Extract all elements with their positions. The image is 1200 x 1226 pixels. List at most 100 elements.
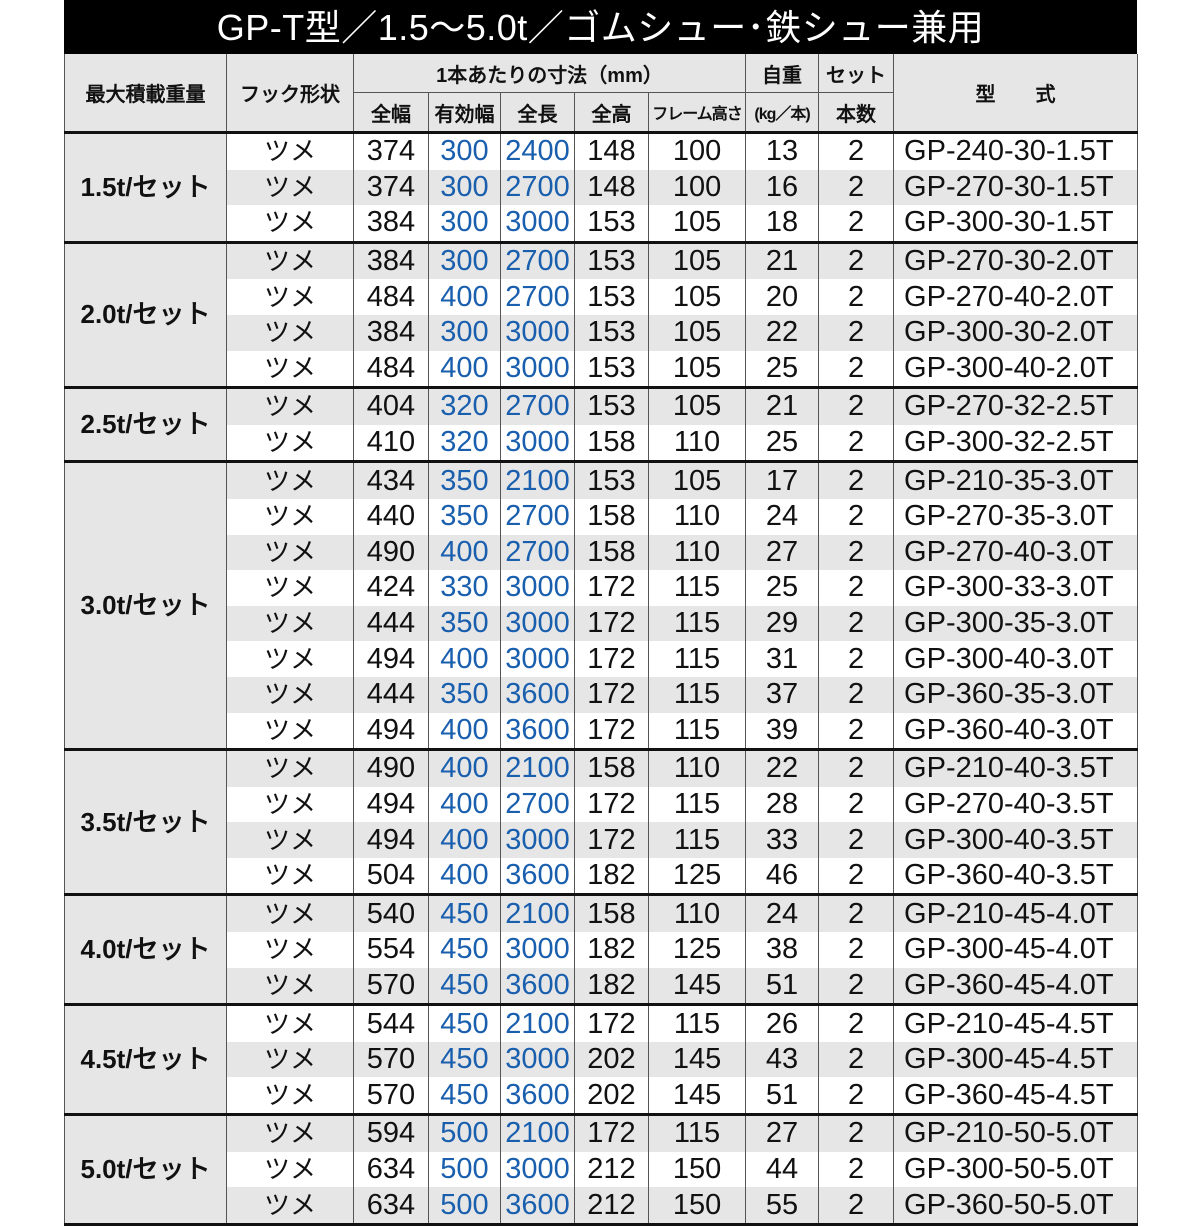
cell-weight: 24: [745, 894, 820, 933]
table-row: ツメ 410 320 3000 158 110 25 2 GP-300-32-2.5T: [65, 424, 1139, 464]
table-row: ツメ 444 350 3000 172 115 29 2 GP-300-35-3.0T: [65, 605, 1139, 642]
table-row: 5.0t/セット ツメ 594 500 2100 172 115 27 2 GP-210-50-5…: [64, 1114, 1139, 1226]
cell-effective-width: 400: [428, 279, 501, 315]
cell-effective-width: 400: [428, 857, 501, 897]
cell-frame-height: 150: [647, 1187, 747, 1226]
cell-height: 172: [574, 786, 649, 823]
cell-weight: 37: [745, 676, 820, 713]
cell-weight: 21: [745, 242, 820, 280]
table-row: ツメ 484 400 2700 153 105 20 2 GP-270-40-2.0T: [65, 279, 1139, 315]
cell-model: GP-300-40-3.5T: [893, 822, 1139, 858]
cell-width: 634: [353, 1187, 429, 1226]
cell-width: 410: [353, 424, 429, 464]
cell-frame-height: 115: [647, 570, 747, 606]
cell-set-count: 2: [818, 1151, 895, 1188]
cell-hook: ツメ: [226, 1187, 354, 1226]
cell-width: 504: [353, 857, 429, 897]
cell-effective-width: 500: [428, 1151, 501, 1188]
table-row: ツメ 374 300 2700 148 100 16 2 GP-270-30-1.5T: [65, 169, 1139, 206]
cell-set-count: 2: [818, 498, 895, 535]
cell-frame-height: 110: [647, 894, 747, 933]
cell-hook: ツメ: [226, 279, 354, 315]
cell-width: 484: [353, 279, 429, 315]
cell-height: 172: [574, 822, 649, 858]
cell-frame-height: 115: [647, 822, 747, 858]
cell-width: 570: [353, 967, 429, 1007]
cell-set-count: 2: [818, 424, 895, 464]
table-row: ツメ 504 400 3600 182 125 46 2 GP-360-40-3.5T: [65, 857, 1139, 897]
cell-weight: 21: [745, 387, 820, 425]
cell-frame-height: 115: [647, 786, 747, 823]
page-title: GP-T型／1.5〜5.0t／ゴムシュー･鉄シュー兼用: [64, 0, 1137, 54]
cell-hook: ツメ: [226, 1004, 354, 1042]
cell-effective-width: 450: [428, 932, 501, 968]
cell-model: GP-300-30-2.0T: [893, 314, 1139, 351]
cell-frame-height: 115: [647, 1004, 747, 1042]
cell-set-count: 2: [818, 132, 895, 170]
cell-frame-height: 115: [647, 1114, 747, 1152]
cell-weight: 16: [745, 169, 820, 206]
cell-width: 374: [353, 169, 429, 206]
cell-effective-width: 320: [428, 424, 501, 464]
cell-model: GP-210-40-3.5T: [893, 749, 1139, 787]
cell-width: 494: [353, 822, 429, 858]
cell-height: 158: [574, 749, 649, 787]
cell-frame-height: 105: [647, 350, 747, 390]
table-row: 2.0t/セット ツメ 384 300 2700 153 105 21 2 GP-270-30-2…: [64, 242, 1139, 390]
table-row: ツメ 554 450 3000 182 125 38 2 GP-300-45-4.0T: [65, 932, 1139, 968]
cell-frame-height: 110: [647, 534, 747, 571]
cell-hook: ツメ: [226, 712, 354, 752]
cell-hook: ツメ: [226, 1041, 354, 1078]
cell-height: 153: [574, 242, 649, 280]
cell-max-load: 3.5t/セット: [64, 749, 227, 897]
cell-length: 3000: [500, 314, 575, 351]
cell-frame-height: 105: [647, 461, 747, 499]
table-row: 1.5t/セット ツメ 374 300 2400 148 100 13 2 GP-240-30-1…: [64, 132, 1139, 244]
table-row: 3.5t/セット ツメ 490 400 2100 158 110 22 2 GP-210-40-3…: [64, 749, 1139, 897]
cell-width: 384: [353, 205, 429, 244]
table-row: 4.5t/セット ツメ 544 450 2100 172 115 26 2 GP-210-45-4…: [64, 1004, 1139, 1117]
cell-height: 172: [574, 676, 649, 713]
cell-hook: ツメ: [226, 749, 354, 787]
cell-model: GP-270-35-3.0T: [893, 498, 1139, 535]
cell-weight: 24: [745, 498, 820, 535]
cell-weight: 51: [745, 1077, 820, 1117]
cell-length: 2100: [500, 1004, 575, 1042]
cell-model: GP-210-45-4.0T: [893, 894, 1139, 933]
header-max-load: 最大積載重量: [64, 54, 227, 133]
cell-height: 172: [574, 1004, 649, 1042]
cell-height: 172: [574, 605, 649, 642]
cell-frame-height: 145: [647, 1041, 747, 1078]
cell-length: 3000: [500, 932, 575, 968]
cell-max-load: 4.0t/セット: [64, 894, 227, 1007]
cell-model: GP-300-40-2.0T: [893, 350, 1139, 390]
cell-model: GP-240-30-1.5T: [893, 132, 1139, 170]
cell-model: GP-300-45-4.0T: [893, 932, 1139, 968]
cell-max-load: 4.5t/セット: [64, 1004, 227, 1117]
cell-frame-height: 105: [647, 242, 747, 280]
cell-hook: ツメ: [226, 387, 354, 425]
cell-effective-width: 450: [428, 1004, 501, 1042]
cell-set-count: 2: [818, 676, 895, 713]
cell-length: 2700: [500, 534, 575, 571]
cell-effective-width: 500: [428, 1187, 501, 1226]
cell-weight: 22: [745, 314, 820, 351]
cell-hook: ツメ: [226, 1114, 354, 1152]
table-row: ツメ 494 400 3000 172 115 33 2 GP-300-40-3.5T: [65, 822, 1139, 858]
cell-frame-height: 145: [647, 967, 747, 1007]
cell-effective-width: 300: [428, 242, 501, 280]
cell-hook: ツメ: [226, 570, 354, 606]
cell-model: GP-270-40-2.0T: [893, 279, 1139, 315]
cell-length: 2700: [500, 169, 575, 206]
cell-hook: ツメ: [226, 1077, 354, 1117]
cell-set-count: 2: [818, 857, 895, 897]
cell-set-count: 2: [818, 894, 895, 933]
cell-effective-width: 350: [428, 461, 501, 499]
cell-width: 384: [353, 242, 429, 280]
cell-frame-height: 105: [647, 387, 747, 425]
cell-length: 2700: [500, 498, 575, 535]
cell-set-count: 2: [818, 242, 895, 280]
cell-hook: ツメ: [226, 205, 354, 244]
cell-frame-height: 115: [647, 712, 747, 752]
cell-hook: ツメ: [226, 822, 354, 858]
